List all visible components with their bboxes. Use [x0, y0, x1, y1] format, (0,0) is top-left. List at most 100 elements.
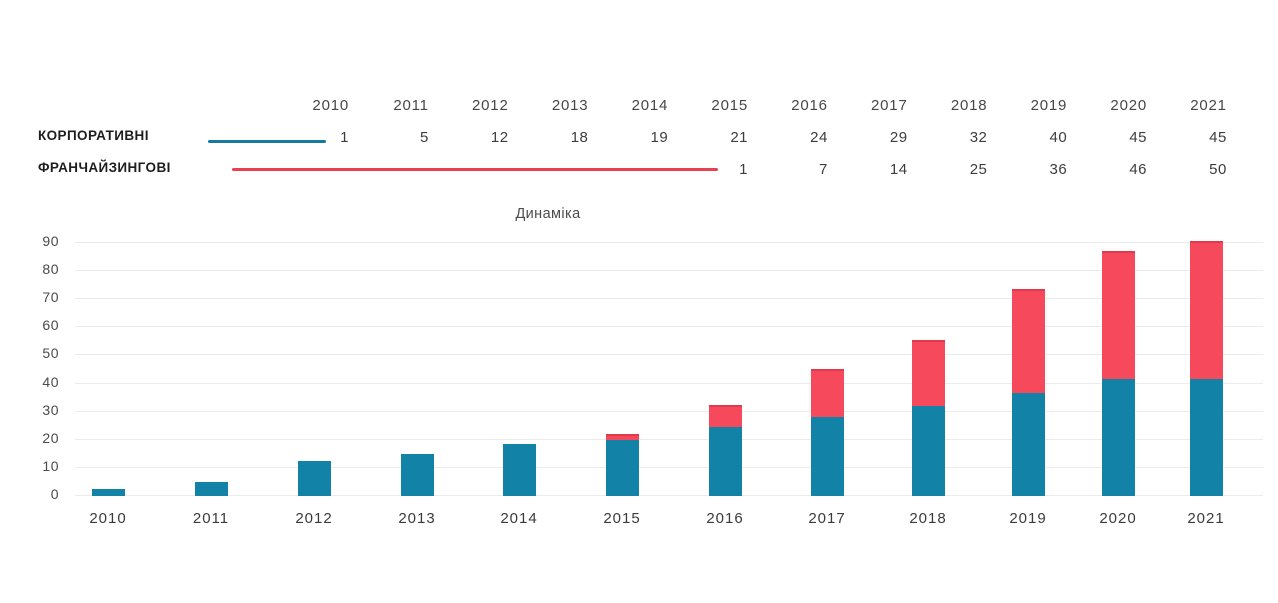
corporate-value-cell: 12: [490, 129, 509, 146]
corporate-value-cell: 45: [1209, 129, 1227, 146]
gridline: [75, 270, 1263, 271]
year-header-cell: 2021: [1190, 97, 1227, 114]
x-axis-year-label: 2013: [398, 510, 436, 527]
franchise-bar-segment: [708, 405, 742, 427]
corporate-value-cell: 29: [889, 129, 908, 146]
x-axis-year-label: 2016: [706, 510, 744, 527]
corporate-bar-segment: [1189, 379, 1223, 496]
franchise-bar-segment: [1101, 251, 1135, 379]
bar-group-2021: [1189, 241, 1223, 496]
franchise-bar-segment: [1189, 241, 1223, 379]
gridline: [75, 354, 1263, 355]
corporate-value-cell: 1: [340, 129, 349, 146]
bar-group-2018: [911, 340, 945, 496]
y-axis-tick-label: 0: [50, 486, 59, 502]
y-axis-tick-label: 80: [42, 261, 59, 277]
franchise-bar-segment: [911, 340, 945, 406]
x-axis-year-label: 2010: [89, 510, 127, 527]
bar-group-2015: [605, 434, 639, 496]
year-header-cell: 2016: [791, 97, 828, 114]
x-axis-year-label: 2014: [500, 510, 538, 527]
legend-label-franchise: ФРАНЧАЙЗИНГОВІ: [38, 160, 171, 175]
legend-label-corporate: КОРПОРАТИВНІ: [38, 128, 149, 143]
year-header-cell: 2019: [1030, 97, 1068, 114]
corporate-value-cell: 19: [650, 129, 669, 146]
corporate-bar-segment: [708, 427, 742, 496]
y-axis-tick-label: 90: [42, 233, 59, 249]
corporate-bar-segment: [297, 461, 331, 496]
franchise-leader-line: [232, 168, 718, 171]
x-axis-year-label: 2011: [192, 510, 230, 527]
gridline: [75, 467, 1263, 468]
bar-group-2016: [708, 405, 742, 496]
corporate-value-cell: 5: [419, 129, 429, 146]
corporate-value-cell: 40: [1049, 129, 1068, 146]
franchise-value-cell: 7: [818, 161, 828, 178]
y-axis-tick-label: 10: [42, 458, 59, 474]
y-axis-tick-label: 60: [42, 317, 59, 333]
franchise-bar-segment: [810, 369, 844, 417]
chart-title: Динаміка: [515, 206, 581, 222]
gridline: [75, 326, 1263, 327]
corporate-value-cell: 45: [1129, 129, 1147, 146]
corporate-bar-segment: [810, 417, 844, 496]
x-axis-year-label: 2012: [295, 510, 333, 527]
bar-group-2019: [1011, 289, 1045, 496]
corporate-bar-segment: [502, 444, 536, 496]
corporate-value-cell: 18: [570, 129, 589, 146]
franchise-value-cell: 1: [739, 161, 748, 178]
bar-group-2011: [194, 482, 228, 496]
year-header-cell: 2013: [551, 97, 589, 114]
bar-group-2010: [91, 489, 125, 496]
corporate-value-cell: 21: [730, 129, 748, 146]
gridline: [75, 298, 1263, 299]
corporate-bar-segment: [1011, 393, 1045, 496]
franchise-bar-segment: [1011, 289, 1045, 393]
bar-group-2013: [400, 454, 434, 496]
y-axis-tick-label: 70: [42, 289, 59, 305]
corporate-bar-segment: [911, 406, 945, 496]
franchise-value-cell: 14: [889, 161, 908, 178]
gridline: [75, 439, 1263, 440]
bar-group-2017: [810, 369, 844, 496]
gridline: [75, 242, 1263, 243]
year-header-cell: 2020: [1110, 97, 1147, 114]
franchise-value-cell: 46: [1129, 161, 1147, 178]
franchise-value-cell: 50: [1209, 161, 1227, 178]
year-header-cell: 2015: [711, 97, 748, 114]
gridline: [75, 495, 1263, 496]
franchise-value-cell: 25: [969, 161, 988, 178]
gridline: [75, 383, 1263, 384]
corporate-value-cell: 24: [810, 129, 828, 146]
corporate-bar-segment: [605, 440, 639, 496]
corporate-bar-segment: [400, 454, 434, 496]
legend-table: КОРПОРАТИВНІ ФРАНЧАЙЗИНГОВІ 2010 2011 2012…: [38, 95, 1248, 187]
year-header-cell: 2014: [631, 97, 669, 114]
year-header-cell: 2011: [393, 97, 429, 114]
year-header-cell: 2010: [312, 97, 349, 114]
y-axis-tick-label: 30: [42, 402, 59, 418]
x-axis-year-label: 2017: [808, 510, 846, 527]
bar-group-2014: [502, 444, 536, 496]
franchise-bar-segment: [605, 434, 639, 440]
bar-group-2012: [297, 461, 331, 496]
x-axis-year-label: 2020: [1099, 510, 1137, 527]
franchise-value-cell: 36: [1049, 161, 1068, 178]
corporate-bar-segment: [1101, 379, 1135, 496]
bar-group-2020: [1101, 251, 1135, 496]
x-axis-year-label: 2021: [1187, 510, 1225, 527]
corporate-leader-line: [208, 140, 326, 143]
gridline: [75, 411, 1263, 412]
corporate-bar-segment: [91, 489, 125, 496]
corporate-bar-segment: [194, 482, 228, 496]
y-axis-tick-label: 40: [42, 374, 59, 390]
year-header-cell: 2017: [871, 97, 908, 114]
x-axis-year-label: 2018: [909, 510, 947, 527]
year-header-cell: 2018: [950, 97, 988, 114]
y-axis-tick-label: 50: [42, 345, 59, 361]
year-header-cell: 2012: [472, 97, 509, 114]
x-axis-year-label: 2019: [1009, 510, 1047, 527]
y-axis-tick-label: 20: [42, 430, 59, 446]
x-axis-year-label: 2015: [603, 510, 641, 527]
